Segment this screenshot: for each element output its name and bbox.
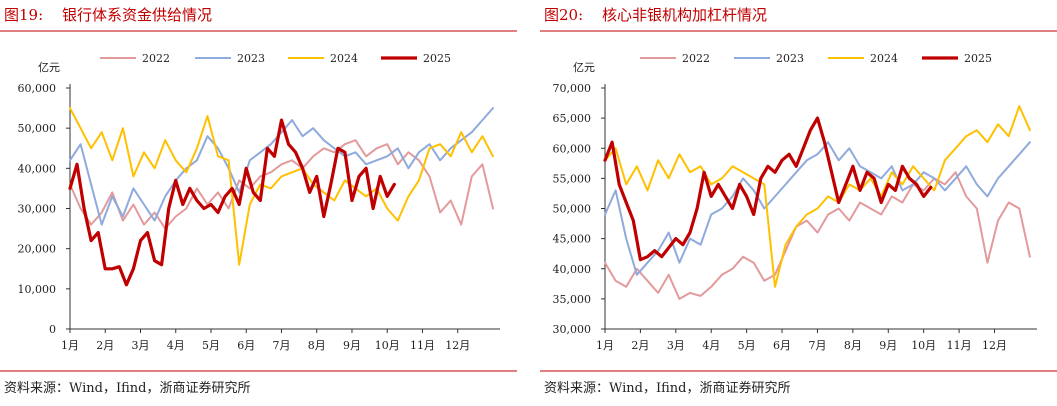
y-tick-label: 45,000 xyxy=(553,233,592,246)
legend-label-2023: 2023 xyxy=(237,52,265,65)
x-tick-label: 5月 xyxy=(202,339,220,352)
series-line-2023 xyxy=(69,107,494,226)
figure-label: 图19: xyxy=(4,6,43,24)
x-tick-label: 7月 xyxy=(808,339,826,352)
legend-label-2023: 2023 xyxy=(776,52,804,65)
x-tick-label: 10月 xyxy=(375,339,400,352)
y-tick-label: 70,000 xyxy=(553,82,592,95)
x-tick-label: 6月 xyxy=(237,339,255,352)
x-tick-label: 4月 xyxy=(702,339,720,352)
legend-label-2022: 2022 xyxy=(142,52,170,65)
legend-label-2025: 2025 xyxy=(423,52,451,65)
series-line-2024 xyxy=(69,107,494,266)
series-line-2024 xyxy=(604,105,1031,288)
y-tick-label: 40,000 xyxy=(553,263,592,276)
series-line-2025 xyxy=(603,116,933,262)
series-line-2022 xyxy=(604,171,1031,300)
x-tick-label: 5月 xyxy=(738,339,756,352)
x-tick-label: 8月 xyxy=(844,339,862,352)
x-tick-label: 6月 xyxy=(773,339,791,352)
y-tick-label: 35,000 xyxy=(553,293,592,306)
x-tick-label: 11月 xyxy=(410,339,435,352)
x-tick-label: 1月 xyxy=(596,339,614,352)
x-tick-label: 7月 xyxy=(272,339,290,352)
y-tick-label: 10,000 xyxy=(18,283,57,296)
figure-label: 图20: xyxy=(544,6,583,24)
y-tick-label: 50,000 xyxy=(18,122,57,135)
chart-title: 银行体系资金供给情况 xyxy=(62,6,212,24)
y-tick-label: 40,000 xyxy=(18,162,57,175)
y-tick-label: 60,000 xyxy=(18,82,57,95)
x-tick-label: 2月 xyxy=(631,339,649,352)
y-tick-label: 30,000 xyxy=(18,203,57,216)
y-axis-label: 亿元 xyxy=(38,61,60,74)
source-note: 资料来源：Wind，Ifind，浙商证券研究所 xyxy=(544,380,791,396)
x-tick-label: 8月 xyxy=(308,339,326,352)
series-line-2023 xyxy=(604,141,1031,276)
y-tick-label: 20,000 xyxy=(18,243,57,256)
y-tick-label: 50,000 xyxy=(553,203,592,216)
x-tick-label: 9月 xyxy=(879,339,897,352)
y-tick-label: 0 xyxy=(49,323,56,336)
x-tick-label: 12月 xyxy=(445,339,470,352)
source-note: 资料来源：Wind，Ifind，浙商证券研究所 xyxy=(4,380,251,396)
legend-label-2024: 2024 xyxy=(870,52,898,65)
chart-panel-19: 图19: 银行体系资金供给情况 2022 2023 2024 2025 亿元 0 10,000 2… xyxy=(0,6,517,396)
legend-label-2025: 2025 xyxy=(964,52,992,65)
legend-label-2024: 2024 xyxy=(330,52,358,65)
y-tick-label: 65,000 xyxy=(553,112,592,125)
x-tick-label: 11月 xyxy=(947,339,972,352)
legend-label-2022: 2022 xyxy=(682,52,710,65)
x-tick-label: 10月 xyxy=(911,339,936,352)
y-tick-label: 55,000 xyxy=(553,172,592,185)
y-tick-label: 30,000 xyxy=(553,323,592,336)
y-axis-label: 亿元 xyxy=(573,61,595,74)
series-line-2022 xyxy=(69,139,494,230)
x-tick-label: 12月 xyxy=(982,339,1007,352)
x-tick-label: 2月 xyxy=(96,339,114,352)
chart-panel-20: 图20: 核心非银机构加杠杆情况 2022 2023 2024 2025 亿元 30,000 3… xyxy=(540,6,1057,396)
y-tick-label: 60,000 xyxy=(553,142,592,155)
x-tick-label: 3月 xyxy=(667,339,685,352)
chart-title: 核心非银机构加杠杆情况 xyxy=(602,6,767,24)
x-tick-label: 9月 xyxy=(343,339,361,352)
x-tick-label: 1月 xyxy=(61,339,79,352)
x-tick-label: 3月 xyxy=(131,339,149,352)
series-line-2025 xyxy=(68,118,396,287)
x-tick-label: 4月 xyxy=(167,339,185,352)
